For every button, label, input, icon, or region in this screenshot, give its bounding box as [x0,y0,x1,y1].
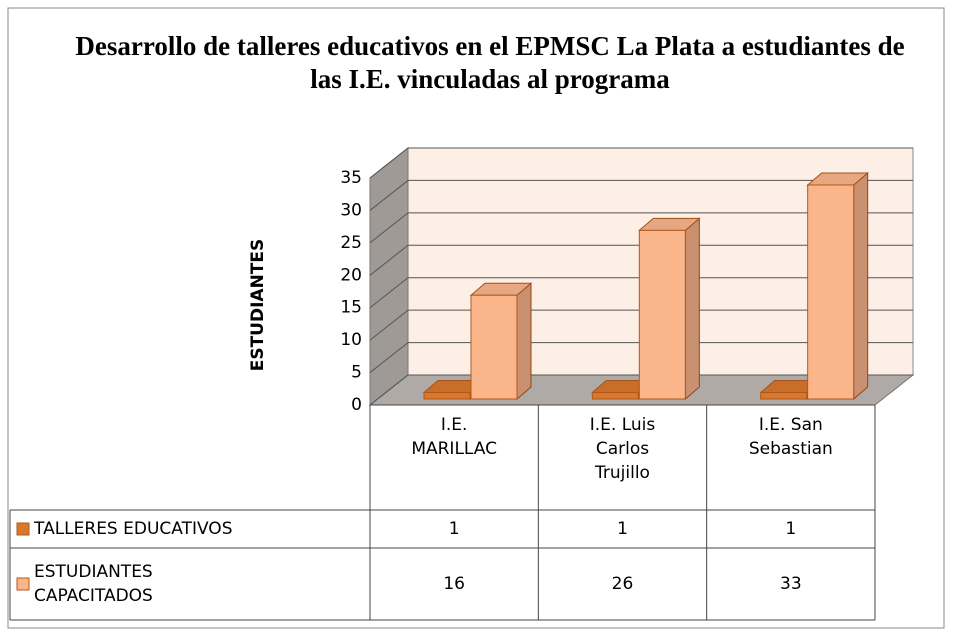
y-tick-label: 20 [340,265,362,285]
bar-side [516,282,532,401]
legend-label: ESTUDIANTES CAPACITADOS [34,562,153,606]
y-axis-label: ESTUDIANTES [248,239,268,372]
chart-title: Desarrollo de talleres educativos en el … [75,31,905,94]
grid-line [369,309,913,341]
category-label: I.E. MARILLAC [411,415,497,459]
grid-line [369,147,913,179]
bar [760,392,808,400]
side-wall [369,146,409,407]
bar [470,294,518,400]
grid-line [369,277,913,309]
legend-swatch [16,522,30,536]
bar-side [853,171,869,401]
bar-side [684,217,700,401]
grid-line [369,212,913,244]
y-tick-label: 30 [340,200,362,220]
legend-swatch [16,577,30,591]
table-value: 1 [785,519,797,539]
y-tick-label: 35 [340,168,362,188]
grid-line [369,374,913,406]
grid-line [369,342,913,373]
table-value: 26 [611,574,634,594]
bar [423,392,471,400]
table-value: 33 [780,574,802,594]
category-label: I.E. San Sebastian [748,415,833,459]
table-value: 1 [617,519,628,539]
y-tick-label: 0 [351,395,362,415]
bar [591,392,639,400]
bar [638,229,686,400]
grid-line [369,244,913,276]
table-value: 1 [448,519,460,539]
y-tick-label: 10 [340,330,362,350]
y-tick-label: 15 [340,298,362,318]
table-value: 16 [443,574,465,594]
category-label: I.E. Luis Carlos Trujillo [589,415,656,483]
grid-line [369,179,913,211]
bar [807,184,855,400]
y-tick-label: 5 [351,363,362,383]
y-tick-label: 25 [340,233,362,253]
legend-label: TALLERES EDUCATIVOS [34,519,233,539]
